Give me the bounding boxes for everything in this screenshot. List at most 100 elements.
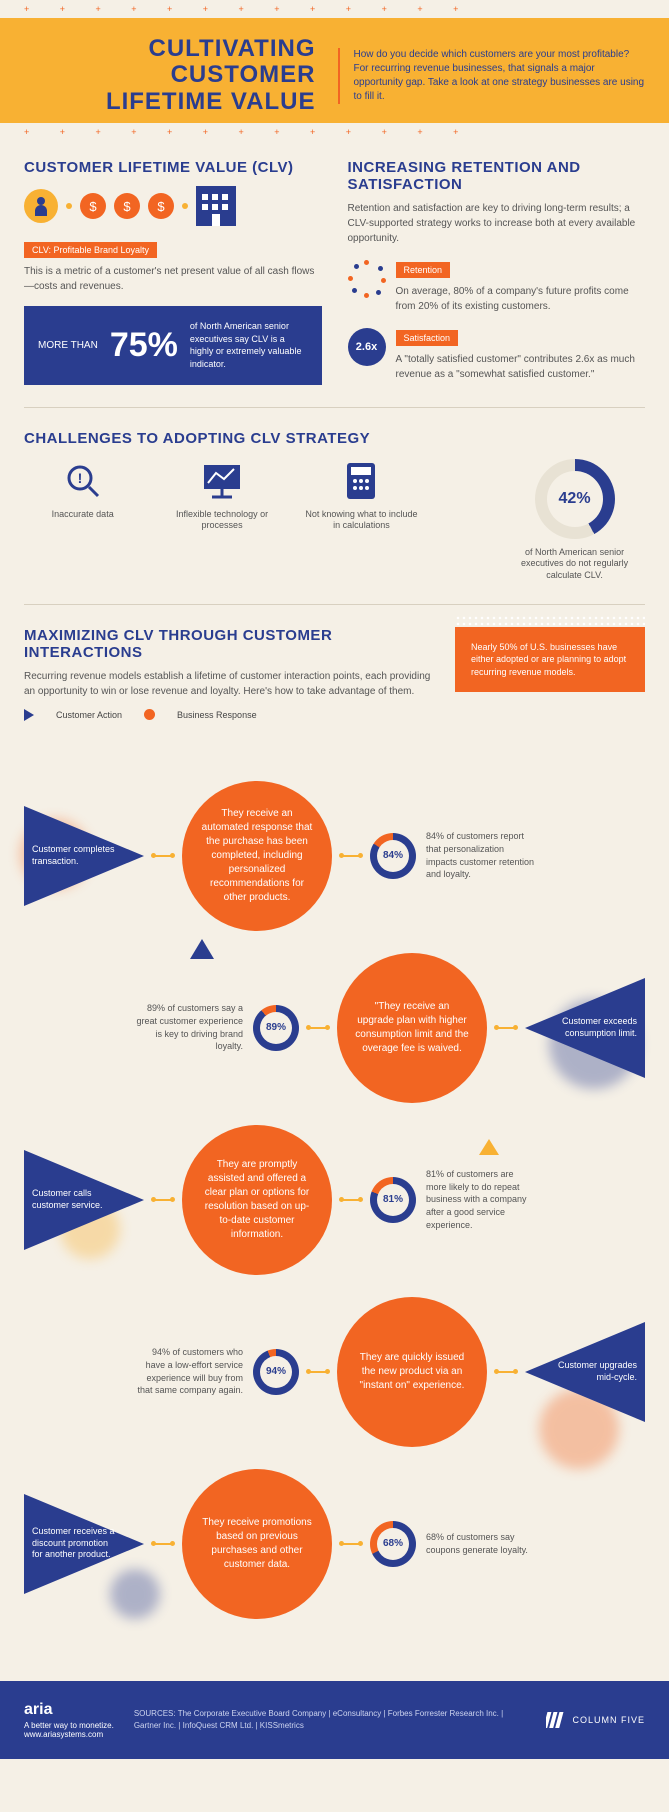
dollar-icon: $ bbox=[148, 193, 174, 219]
customer-action-node: Customer exceeds consumption limit. bbox=[525, 978, 645, 1078]
stat-text: 89% of customers say a great customer ex… bbox=[133, 1002, 243, 1052]
challenge-label: Inflexible technology or processes bbox=[163, 509, 280, 532]
section-challenges: CHALLENGES TO ADOPTING CLV STRATEGY ! In… bbox=[0, 412, 669, 600]
flow-row: Customer calls customer service. They are… bbox=[24, 1125, 645, 1275]
multiplier-icon: 2.6x bbox=[348, 328, 386, 366]
connector bbox=[154, 1543, 172, 1545]
legend-action: Customer Action bbox=[56, 710, 122, 720]
retention-intro: Retention and satisfaction are key to dr… bbox=[348, 201, 646, 246]
person-icon bbox=[24, 189, 58, 223]
page-title: CULTIVATING CUSTOMER LIFETIME VALUE bbox=[24, 36, 316, 115]
challenge-item: Inflexible technology or processes bbox=[163, 459, 280, 532]
connector bbox=[497, 1027, 515, 1029]
challenge-item: ! Inaccurate data bbox=[24, 459, 141, 521]
interaction-flow: Customer completes transaction. They rece… bbox=[0, 739, 669, 1681]
business-response-node: They are promptly assisted and offered a… bbox=[182, 1125, 332, 1275]
challenge-donut: 42% of North American senior executives … bbox=[504, 459, 645, 582]
calculator-icon bbox=[303, 459, 420, 503]
max-intro: Recurring revenue models establish a lif… bbox=[24, 669, 431, 699]
connector bbox=[154, 1199, 172, 1201]
customer-action-node: Customer completes transaction. bbox=[24, 806, 144, 906]
business-response-node: They are quickly issued the new product … bbox=[337, 1297, 487, 1447]
flow-row: Customer completes transaction. They rece… bbox=[24, 781, 645, 931]
connector bbox=[497, 1371, 515, 1373]
donut-label: of North American senior executives do n… bbox=[504, 547, 645, 582]
flow-row: Customer upgrades mid-cycle. They are qui… bbox=[24, 1297, 645, 1447]
business-response-node: They receive promotions based on previou… bbox=[182, 1469, 332, 1619]
svg-text:!: ! bbox=[77, 470, 82, 486]
title-line1: CULTIVATING CUSTOMER bbox=[24, 36, 316, 89]
sources: SOURCES: The Corporate Executive Board C… bbox=[134, 1708, 527, 1732]
challenge-label: Inaccurate data bbox=[24, 509, 141, 521]
retention-block: Retention On average, 80% of a company's… bbox=[348, 260, 646, 314]
stat-text: 84% of customers report that personaliza… bbox=[426, 830, 536, 880]
board-icon bbox=[163, 459, 280, 503]
clv-desc: This is a metric of a customer's net pre… bbox=[24, 264, 322, 294]
legend-response: Business Response bbox=[177, 710, 257, 720]
connector bbox=[342, 855, 360, 857]
dollar-icon: $ bbox=[114, 193, 140, 219]
legend-triangle-icon bbox=[24, 709, 34, 721]
challenge-item: Not knowing what to include in calculati… bbox=[303, 459, 420, 532]
title-line2: LIFETIME VALUE bbox=[24, 89, 316, 115]
max-title: MAXIMIZING CLV THROUGH CUSTOMER INTERACT… bbox=[24, 627, 431, 661]
clv-column: CUSTOMER LIFETIME VALUE (CLV) $ $ $ CLV:… bbox=[24, 159, 322, 384]
stat-desc: of North American senior executives say … bbox=[190, 320, 308, 370]
callout-box: Nearly 50% of U.S. businesses have eithe… bbox=[455, 627, 645, 693]
section-clv-retention: CUSTOMER LIFETIME VALUE (CLV) $ $ $ CLV:… bbox=[0, 141, 669, 402]
stat-donut: 89% bbox=[253, 1005, 299, 1051]
customer-action-node: Customer upgrades mid-cycle. bbox=[525, 1322, 645, 1422]
clv-tag: CLV: Profitable Brand Loyalty bbox=[24, 242, 157, 258]
brand-url: www.ariasystems.com bbox=[24, 1730, 114, 1739]
connector bbox=[309, 1027, 327, 1029]
flow-row: Customer exceeds consumption limit. "They… bbox=[24, 953, 645, 1103]
retention-text: On average, 80% of a company's future pr… bbox=[396, 284, 646, 314]
retention-column: INCREASING RETENTION AND SATISFACTION Re… bbox=[348, 159, 646, 384]
retention-title: INCREASING RETENTION AND SATISFACTION bbox=[348, 159, 646, 193]
header-subtitle: How do you decide which customers are yo… bbox=[338, 48, 646, 104]
header: CULTIVATING CUSTOMER LIFETIME VALUE How … bbox=[0, 18, 669, 123]
retention-tag: Retention bbox=[396, 262, 451, 278]
stat-donut: 68% bbox=[370, 1521, 416, 1567]
stat-text: 81% of customers are more likely to do r… bbox=[426, 1168, 536, 1231]
brand-tagline: A better way to monetize. bbox=[24, 1721, 114, 1730]
brand-logo: aria bbox=[24, 1701, 114, 1719]
stat-value: 75% bbox=[110, 326, 178, 365]
satisfaction-block: 2.6x Satisfaction A "totally satisfied c… bbox=[348, 328, 646, 382]
stat-text: 94% of customers who have a low-effort s… bbox=[133, 1346, 243, 1396]
footer: aria A better way to monetize. www.arias… bbox=[0, 1681, 669, 1759]
clv-stat-box: MORE THAN 75% of North American senior e… bbox=[24, 306, 322, 384]
satisfaction-tag: Satisfaction bbox=[396, 330, 459, 346]
business-response-node: "They receive an upgrade plan with highe… bbox=[337, 953, 487, 1103]
satisfaction-text: A "totally satisfied customer" contribut… bbox=[396, 352, 646, 382]
columnfive-logo: COLUMN FIVE bbox=[546, 1710, 645, 1730]
clv-title: CUSTOMER LIFETIME VALUE (CLV) bbox=[24, 159, 322, 176]
stat-donut: 94% bbox=[253, 1349, 299, 1395]
clv-diagram: $ $ $ bbox=[24, 186, 322, 226]
building-icon bbox=[196, 186, 236, 226]
stat-text: 68% of customers say coupons generate lo… bbox=[426, 1531, 536, 1556]
flow-row: Customer receives a discount promotion f… bbox=[24, 1469, 645, 1619]
stat-donut: 84% bbox=[370, 833, 416, 879]
donut-value: 42% bbox=[547, 471, 603, 527]
stat-donut: 81% bbox=[370, 1177, 416, 1223]
customer-action-node: Customer receives a discount promotion f… bbox=[24, 1494, 144, 1594]
business-response-node: They receive an automated response that … bbox=[182, 781, 332, 931]
donut-chart: 42% bbox=[535, 459, 615, 539]
legend-dot-icon bbox=[144, 709, 155, 720]
dollar-icon: $ bbox=[80, 193, 106, 219]
connector bbox=[342, 1543, 360, 1545]
dotted-circle-icon bbox=[348, 260, 386, 298]
connector bbox=[309, 1371, 327, 1373]
decor-plus-top: + + + + + + + + + + + + + bbox=[0, 0, 669, 18]
magnifier-icon: ! bbox=[24, 459, 141, 503]
challenges-title: CHALLENGES TO ADOPTING CLV STRATEGY bbox=[24, 430, 645, 447]
stat-prefix: MORE THAN bbox=[38, 340, 98, 351]
decor-plus: + + + + + + + + + + + + + bbox=[0, 123, 669, 141]
connector bbox=[342, 1199, 360, 1201]
section-maximizing-head: MAXIMIZING CLV THROUGH CUSTOMER INTERACT… bbox=[0, 609, 669, 739]
columnfive-text: COLUMN FIVE bbox=[572, 1715, 645, 1725]
connector bbox=[154, 855, 172, 857]
customer-action-node: Customer calls customer service. bbox=[24, 1150, 144, 1250]
legend: Customer Action Business Response bbox=[24, 709, 431, 721]
